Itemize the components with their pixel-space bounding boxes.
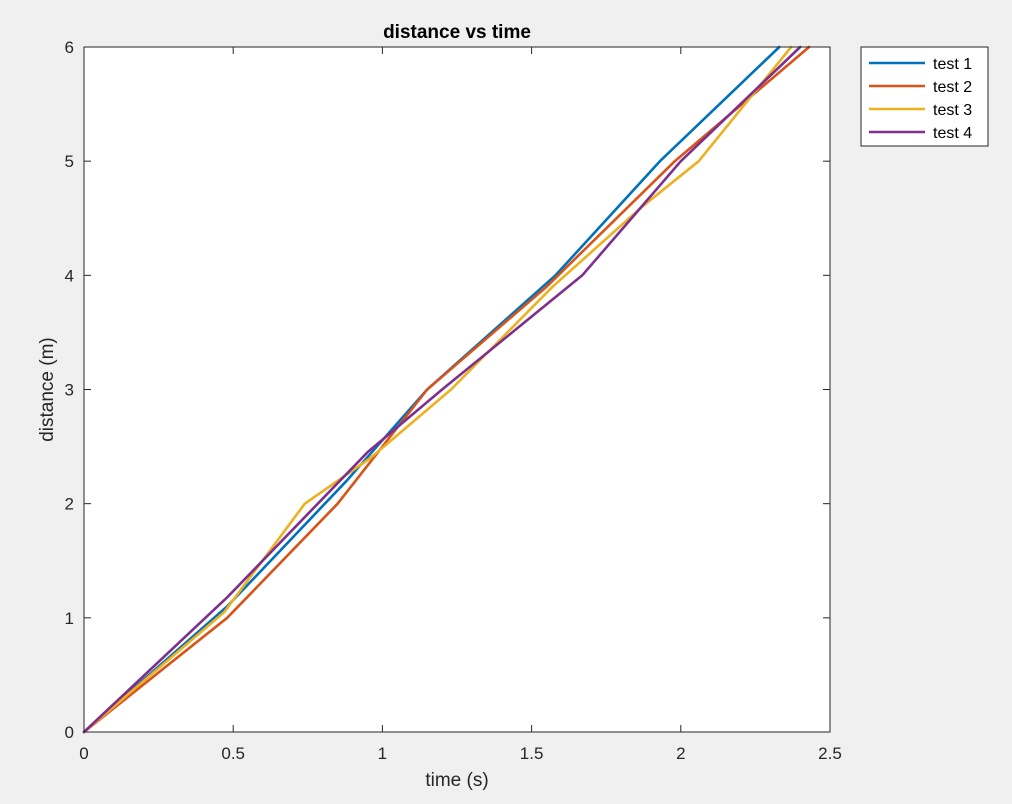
x-tick-label: 0 (79, 744, 88, 763)
x-tick-label: 0.5 (221, 744, 245, 763)
x-tick-label: 2.5 (818, 744, 842, 763)
legend-label-2: test 2 (933, 79, 972, 96)
legend[interactable]: test 1 test 2 test 3 test 4 (860, 46, 989, 147)
y-tick-label: 2 (65, 495, 74, 514)
y-tick-label: 4 (65, 266, 74, 285)
x-tick-label: 1.5 (520, 744, 544, 763)
y-tick-label: 3 (65, 381, 74, 400)
y-tick-label: 6 (65, 38, 74, 57)
y-tick-label: 1 (65, 609, 74, 628)
y-tick-label: 5 (65, 152, 74, 171)
tick-layer: 0 0.5 1 1.5 2 2.5 0 1 2 3 4 5 6 (65, 38, 842, 763)
legend-label-3: test 3 (933, 102, 972, 119)
y-tick-label: 0 (65, 723, 74, 742)
x-tick-label: 2 (676, 744, 685, 763)
series-layer (82, 45, 811, 734)
legend-label-4: test 4 (933, 125, 972, 142)
y-axis-label: distance (m) (37, 337, 58, 442)
chart-title: distance vs time (383, 22, 531, 43)
x-tick-label: 1 (378, 744, 387, 763)
legend-label-1: test 1 (933, 56, 972, 73)
plot-area (84, 47, 830, 732)
series-line-2 (82, 45, 811, 734)
series-line-3 (82, 45, 793, 734)
series-line-4 (82, 45, 802, 734)
x-axis-label: time (s) (425, 770, 488, 791)
